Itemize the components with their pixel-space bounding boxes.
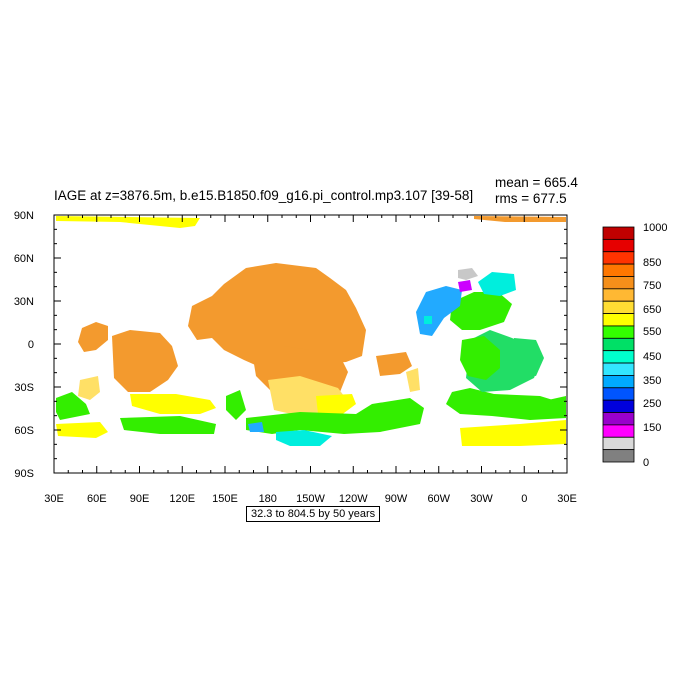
colorbar-label: 650: [643, 304, 661, 316]
x-tick-label: 120E: [169, 493, 195, 505]
y-tick-label: 30N: [14, 296, 34, 308]
colorbar-swatch: [602, 313, 635, 327]
south-atlantic-yellow: [460, 420, 566, 446]
colorbar-swatch: [602, 362, 635, 376]
colorbar-swatch: [602, 387, 635, 401]
atlantic-greenblue-south: [512, 338, 544, 376]
mean-stat: mean = 665.4: [495, 175, 578, 190]
y-tick-label: 90S: [14, 468, 34, 480]
y-tick-label: 60S: [14, 425, 34, 437]
south-indian-yellow: [130, 394, 216, 414]
arctic-strip-west: [56, 216, 200, 228]
south-pacific-yellow: [316, 394, 356, 416]
colorbar-label: 250: [643, 398, 661, 410]
colorbar-label: 850: [643, 257, 661, 269]
x-tick-label: 90E: [130, 493, 150, 505]
atlantic-green-mid: [460, 336, 500, 380]
west-indian-orange: [78, 322, 108, 352]
colorbar-swatch: [602, 288, 635, 302]
plot-title: IAGE at z=3876.5m, b.e15.B1850.f09_g16.p…: [54, 188, 474, 203]
colorbar-label: 450: [643, 351, 661, 363]
north-pacific-orange: [188, 263, 366, 368]
southern-ocean-green-d: [246, 398, 424, 434]
south-indian-lightyellow: [78, 376, 100, 400]
y-tick-label: 0: [28, 339, 34, 351]
east-pacific-lightyellow: [406, 368, 420, 392]
colorbar: 1000 850 750 650 550 450 350 250 150 0: [602, 222, 667, 469]
x-tick-label: 30E: [557, 493, 577, 505]
y-tick-label: 30S: [14, 382, 34, 394]
y-tick-label: 60N: [14, 253, 34, 265]
colorbar-swatch: [602, 436, 635, 451]
x-tick-label: 120W: [339, 493, 368, 505]
north-atlantic-cyan: [478, 272, 516, 296]
colorbar-swatch: [602, 337, 635, 352]
arctic-strip-east: [474, 216, 566, 222]
labrador-sea-magenta: [458, 280, 472, 292]
far-east-atlantic-green: [548, 396, 566, 414]
labrador-sea-gray: [458, 268, 478, 280]
southern-ocean-green-a: [120, 416, 216, 434]
x-tick-label: 150E: [212, 493, 238, 505]
x-tick-label: 60W: [427, 493, 450, 505]
colorbar-swatch: [602, 350, 635, 364]
x-tick-label: 0: [521, 493, 527, 505]
colorbar-swatch: [602, 424, 635, 438]
colorbar-swatch: [602, 399, 635, 413]
colorbar-label: 550: [643, 326, 661, 338]
contour-range-label: 32.3 to 804.5 by 50 years: [246, 506, 381, 522]
southern-yellow-west: [56, 422, 108, 438]
x-tick-label: 90W: [385, 493, 408, 505]
colorbar-swatch: [602, 251, 635, 265]
atlantic-green-north: [450, 292, 512, 330]
southern-ocean-cyan: [276, 430, 332, 446]
colorbar-swatch: [602, 226, 635, 240]
colorbar-swatch: [602, 276, 635, 290]
colorbar-label: 0: [643, 457, 649, 469]
colorbar-swatch: [602, 375, 635, 389]
map-fields: [56, 216, 566, 446]
colorbar-swatch: [602, 300, 635, 314]
southern-ocean-green-c: [226, 390, 246, 420]
x-tick-label: 150W: [296, 493, 325, 505]
caribbean-cyan: [424, 316, 432, 324]
colorbar-swatch: [602, 263, 635, 277]
x-tick-label: 60E: [87, 493, 107, 505]
colorbar-label: 150: [643, 422, 661, 434]
colorbar-swatch: [602, 412, 635, 426]
south-atlantic-green: [446, 388, 566, 420]
southern-ocean-skyblue: [248, 422, 264, 432]
y-tick-label: 90N: [14, 210, 34, 222]
x-tick-label: 30E: [44, 493, 64, 505]
colorbar-label: 750: [643, 280, 661, 292]
colorbar-swatch: [602, 238, 635, 253]
colorbar-swatch: [602, 449, 635, 463]
map-ticks: 30E 60E 90E 120E 150E 180 150W 120W 90W 60W 30W 0 30…: [14, 210, 577, 505]
colorbar-label: 1000: [643, 222, 667, 234]
colorbar-label: 350: [643, 375, 661, 387]
rms-stat: rms = 677.5: [495, 191, 567, 206]
colorbar-swatch: [602, 325, 635, 339]
indian-ocean-orange: [112, 330, 178, 392]
x-tick-label: 180: [259, 493, 277, 505]
east-pacific-orange: [376, 352, 412, 376]
southern-ocean-green-b: [56, 392, 90, 420]
x-tick-label: 30W: [470, 493, 493, 505]
